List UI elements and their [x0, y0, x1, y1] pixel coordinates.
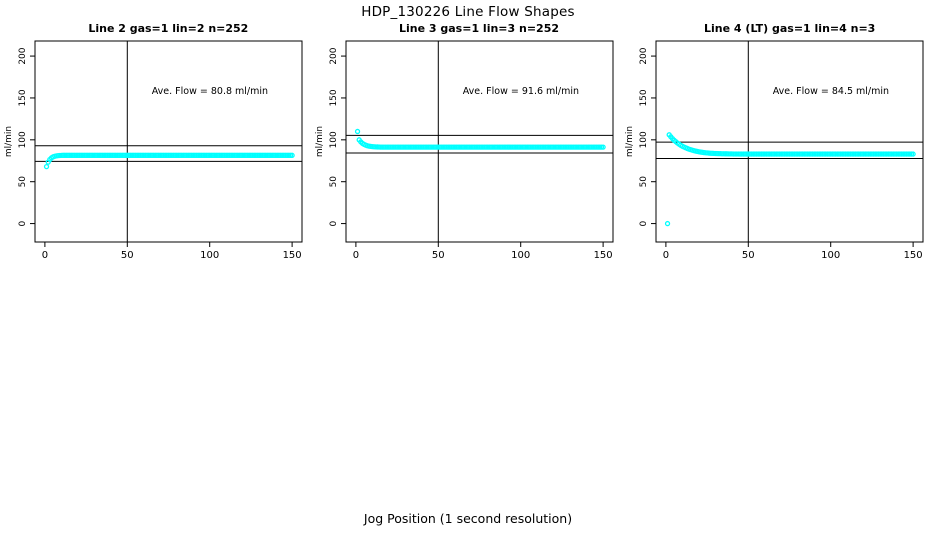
y-tick-label: 50 [18, 176, 28, 188]
main-title: HDP_130226 Line Flow Shapes [361, 4, 575, 20]
x-tick-label: 0 [663, 250, 669, 261]
flow-points-series [354, 128, 606, 150]
y-tick-label: 150 [329, 89, 339, 106]
x-tick-label: 0 [352, 250, 358, 261]
panel-line-3-title: Line 3 gas=1 lin=3 n=252 [399, 22, 560, 35]
panel-line-4-plot: 0 50 100 150 0 50 100 150 200 ml/min Ave. Flow = 8… [625, 40, 924, 261]
y-tick-label: 0 [639, 220, 649, 226]
panel-line-2-plot: 0 50 100 150 0 50 100 150 200 ml/min Ave. Flow = 8… [4, 40, 303, 261]
y-tick-label: 0 [329, 220, 339, 226]
y-tick-label: 50 [639, 176, 649, 188]
y-tick-label: 200 [639, 47, 649, 64]
flow-points-series [665, 132, 917, 227]
flow-point [43, 163, 50, 170]
y-tick-label: 150 [639, 89, 649, 106]
x-tick-label: 0 [42, 250, 48, 261]
panel-line-3-plot: 0 50 100 150 0 50 100 150 200 ml/min Ave. Flow = 9… [315, 40, 614, 261]
flow-point [354, 128, 360, 135]
flow-point [600, 144, 606, 150]
panel-line-2-title: Line 2 gas=1 lin=2 n=252 [88, 22, 249, 35]
y-axis-label: ml/min [4, 126, 14, 157]
x-tick-label: 100 [200, 250, 219, 261]
y-tick-label: 50 [329, 176, 339, 188]
plot-box [345, 40, 614, 243]
ave-flow-annotation: Ave. Flow = 84.5 ml/min [773, 86, 889, 97]
x-tick-label: 150 [904, 250, 923, 261]
x-tick-label: 50 [121, 250, 134, 261]
panel-line-2: Line 2 gas=1 lin=2 n=252 0 50 100 150 0 50 100… [2, 21, 313, 267]
flow-points-series [43, 152, 295, 170]
flow-point [289, 152, 295, 158]
y-tick-label: 200 [18, 47, 28, 64]
y-tick-label: 150 [18, 89, 28, 106]
panel-line-3: Line 3 gas=1 lin=3 n=252 0 50 100 150 0 50 100… [313, 21, 624, 267]
x-tick-label: 50 [742, 250, 755, 261]
y-tick-label: 100 [18, 131, 28, 148]
panel-line-4-title: Line 4 (LT) gas=1 lin=4 n=3 [704, 22, 876, 35]
flow-point [665, 220, 671, 227]
x-tick-label: 150 [283, 250, 302, 261]
y-tick-label: 0 [18, 220, 28, 226]
x-tick-label: 100 [511, 250, 530, 261]
ave-flow-annotation: Ave. Flow = 80.8 ml/min [152, 86, 268, 97]
x-tick-label: 100 [822, 250, 841, 261]
x-tick-label: 50 [432, 250, 445, 261]
y-tick-label: 100 [329, 131, 339, 148]
panel-line-4: Line 4 (LT) gas=1 lin=4 n=3 0 50 100 150 0 50… [623, 21, 934, 267]
y-axis-label: ml/min [315, 126, 325, 157]
ave-flow-annotation: Ave. Flow = 91.6 ml/min [462, 86, 578, 97]
plot-box [34, 40, 303, 243]
flow-point [910, 151, 917, 157]
x-tick-label: 150 [593, 250, 612, 261]
y-axis-label: ml/min [625, 126, 635, 157]
x-axis-label: Jog Position (1 second resolution) [363, 511, 573, 526]
panels-row: Line 2 gas=1 lin=2 n=252 0 50 100 150 0 50 100… [2, 21, 934, 267]
y-tick-label: 100 [639, 131, 649, 148]
plot-box [655, 40, 924, 243]
y-tick-label: 200 [329, 47, 339, 64]
